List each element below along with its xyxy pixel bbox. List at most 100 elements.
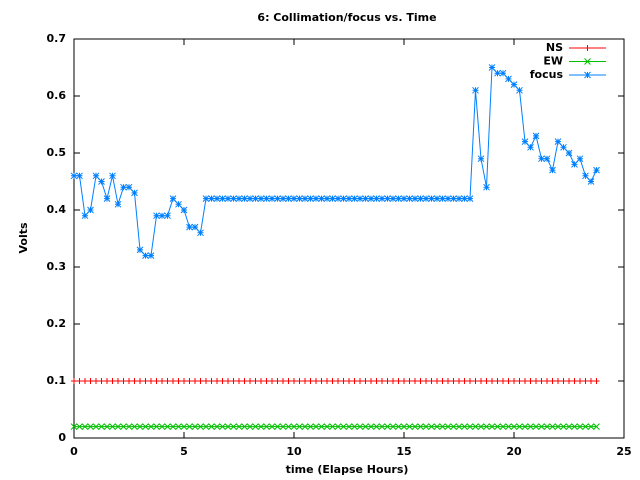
point-marker — [142, 423, 149, 430]
point-marker — [301, 195, 309, 202]
point-marker — [543, 155, 551, 163]
point-marker — [301, 423, 309, 430]
point-marker — [296, 423, 303, 430]
point-marker — [318, 423, 325, 430]
point-marker — [323, 195, 331, 202]
point-marker — [224, 195, 232, 202]
point-marker — [208, 423, 215, 430]
y-tick-label: 0.6 — [47, 89, 67, 102]
point-marker — [296, 195, 303, 202]
legend-label: focus — [530, 68, 564, 81]
point-marker — [521, 423, 529, 430]
point-marker — [290, 195, 298, 202]
point-marker — [98, 178, 105, 185]
point-marker — [324, 378, 330, 384]
point-marker — [565, 423, 573, 430]
point-marker — [571, 161, 578, 168]
point-marker — [494, 378, 501, 384]
point-marker — [444, 423, 452, 430]
point-marker — [362, 423, 369, 430]
point-marker — [477, 423, 485, 430]
point-marker — [395, 378, 402, 384]
point-marker — [125, 423, 133, 430]
point-marker — [136, 246, 144, 254]
point-marker — [455, 423, 463, 430]
point-marker — [186, 223, 193, 231]
point-marker — [241, 378, 248, 384]
point-marker — [379, 378, 385, 384]
point-marker — [269, 378, 275, 384]
point-marker — [411, 423, 419, 430]
point-marker — [252, 195, 259, 202]
point-marker — [428, 423, 435, 430]
point-marker — [175, 378, 182, 384]
point-marker — [147, 423, 155, 430]
y-tick-label: 0 — [58, 431, 66, 444]
point-marker — [175, 423, 182, 430]
point-marker — [115, 378, 121, 384]
point-marker — [527, 423, 534, 430]
point-marker — [307, 423, 314, 430]
point-marker — [219, 378, 226, 384]
point-marker — [406, 195, 413, 202]
point-marker — [510, 81, 518, 88]
point-marker — [483, 183, 490, 191]
point-marker — [93, 378, 99, 384]
point-marker — [571, 378, 578, 384]
point-marker — [241, 423, 248, 430]
point-marker — [225, 378, 231, 384]
point-marker — [351, 378, 358, 384]
point-marker — [169, 423, 177, 430]
point-marker — [307, 195, 314, 202]
point-marker — [197, 378, 204, 384]
point-marker — [280, 378, 286, 384]
point-marker — [450, 195, 457, 202]
point-marker — [516, 86, 523, 94]
y-axis-label: Volts — [17, 222, 30, 253]
x-tick-label: 15 — [396, 445, 411, 458]
point-marker — [406, 423, 413, 430]
point-marker — [472, 423, 479, 430]
point-marker — [235, 423, 243, 430]
point-marker — [527, 143, 534, 151]
point-marker — [450, 423, 457, 430]
point-marker — [549, 423, 556, 430]
point-marker — [147, 252, 155, 259]
point-marker — [131, 378, 138, 384]
point-marker — [92, 423, 100, 430]
point-marker — [516, 378, 523, 384]
point-marker — [345, 423, 353, 430]
point-marker — [230, 378, 237, 384]
point-marker — [433, 423, 441, 430]
point-marker — [505, 378, 512, 384]
point-marker — [126, 378, 132, 384]
point-marker — [318, 378, 325, 384]
point-marker — [274, 423, 281, 430]
point-marker — [389, 423, 397, 430]
point-marker — [213, 195, 221, 202]
point-marker — [356, 423, 364, 430]
point-marker — [81, 212, 89, 220]
point-marker — [582, 172, 589, 180]
point-marker — [587, 178, 595, 185]
point-marker — [466, 423, 474, 430]
point-marker — [571, 423, 578, 430]
point-marker — [439, 378, 446, 384]
point-marker — [411, 195, 419, 202]
point-marker — [203, 378, 209, 384]
point-marker — [417, 195, 424, 202]
point-marker — [593, 378, 600, 384]
point-marker — [516, 423, 523, 430]
point-marker — [500, 378, 506, 384]
point-marker — [208, 378, 215, 384]
point-marker — [87, 423, 94, 430]
point-marker — [274, 378, 281, 384]
point-marker — [378, 195, 386, 202]
point-marker — [577, 378, 583, 384]
point-marker — [263, 195, 270, 202]
point-marker — [257, 423, 265, 430]
point-marker — [461, 423, 468, 430]
point-marker — [114, 200, 122, 208]
point-marker — [137, 378, 143, 384]
point-marker — [340, 195, 347, 202]
